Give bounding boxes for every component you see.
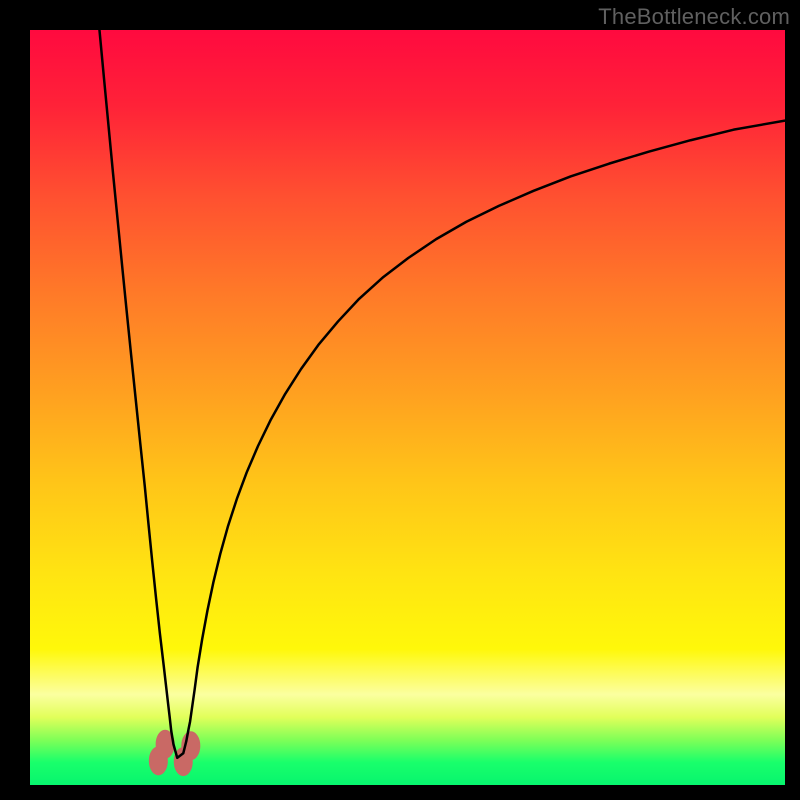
curve-path xyxy=(99,30,785,758)
plot-area xyxy=(30,30,785,785)
stage: TheBottleneck.com xyxy=(0,0,800,800)
watermark-text: TheBottleneck.com xyxy=(598,4,790,30)
plot-svg xyxy=(30,30,785,785)
